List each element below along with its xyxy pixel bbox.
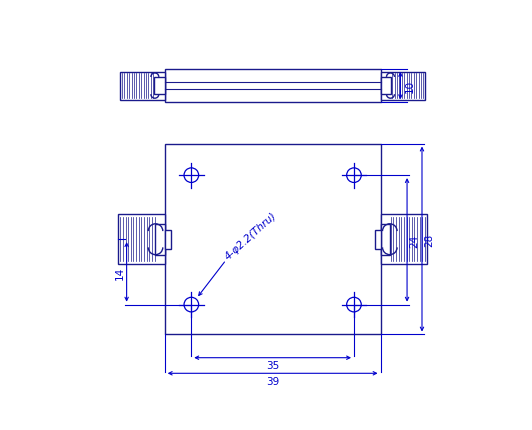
Polygon shape (120, 73, 165, 100)
Polygon shape (165, 70, 380, 103)
Polygon shape (154, 78, 165, 95)
Polygon shape (380, 78, 391, 95)
Text: 35: 35 (266, 360, 279, 370)
Text: 4-φ2.2(Thru): 4-φ2.2(Thru) (223, 210, 279, 261)
Polygon shape (380, 224, 390, 255)
Text: 10: 10 (405, 80, 415, 93)
Text: 24: 24 (409, 234, 419, 247)
Polygon shape (155, 224, 165, 255)
Polygon shape (165, 144, 380, 335)
Text: 28: 28 (425, 233, 434, 246)
Polygon shape (118, 215, 165, 264)
Polygon shape (380, 73, 425, 100)
Polygon shape (380, 215, 427, 264)
Text: 14: 14 (114, 266, 124, 279)
Polygon shape (165, 230, 171, 249)
Polygon shape (375, 230, 380, 249)
Text: 39: 39 (266, 376, 279, 386)
